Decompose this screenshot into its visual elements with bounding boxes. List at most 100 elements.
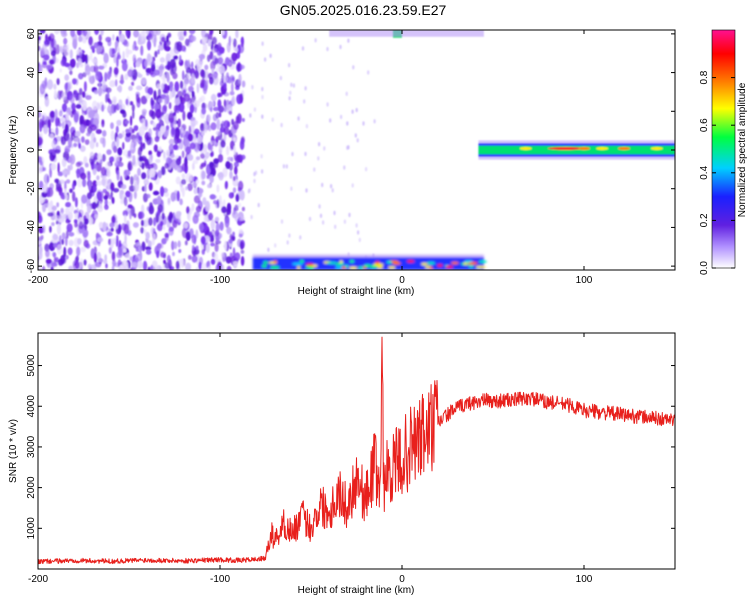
heatmap-cell bbox=[153, 69, 160, 76]
heatmap-cell bbox=[174, 98, 181, 106]
heatmap-cell bbox=[343, 219, 347, 224]
heatmap-cell bbox=[132, 155, 136, 166]
snr-y-label: SNR (10 * v/v) bbox=[8, 419, 19, 483]
heatmap-cell bbox=[282, 164, 286, 169]
heatmap-cell bbox=[141, 108, 147, 115]
heatmap-cell bbox=[386, 260, 393, 264]
heatmap-cell bbox=[98, 86, 103, 97]
heatmap-cell bbox=[426, 261, 436, 265]
heatmap-cell bbox=[279, 75, 283, 81]
heatmap-cell bbox=[250, 214, 253, 220]
heatmap-cell bbox=[344, 264, 349, 268]
heatmap-cell bbox=[192, 162, 195, 171]
y-tick-label: 2000 bbox=[26, 476, 37, 499]
heatmap-cell bbox=[290, 186, 293, 191]
heatmap-cell bbox=[216, 261, 223, 270]
heatmap-cell bbox=[51, 139, 56, 149]
heatmap-cell bbox=[215, 136, 219, 143]
x-tick-label: 0 bbox=[399, 574, 405, 585]
heatmap-cell bbox=[50, 163, 57, 171]
heatmap-cell bbox=[217, 172, 224, 178]
heatmap-cell bbox=[210, 242, 215, 247]
heatmap-cell bbox=[321, 182, 324, 188]
heatmap-cell bbox=[650, 146, 663, 150]
heatmap-cell bbox=[104, 204, 109, 210]
heatmap-cell bbox=[127, 162, 132, 171]
heatmap-cell bbox=[288, 96, 291, 101]
heatmap-cell bbox=[189, 142, 196, 150]
heatmap-cell bbox=[61, 238, 64, 245]
heatmap-cell bbox=[69, 58, 76, 68]
heatmap-cell bbox=[335, 265, 343, 269]
heatmap-cell bbox=[100, 30, 104, 36]
heatmap-cell bbox=[191, 203, 195, 212]
heatmap-cell bbox=[203, 144, 208, 153]
heatmap-cell bbox=[54, 149, 61, 154]
heatmap-cell bbox=[228, 110, 233, 115]
heatmap-cell bbox=[92, 168, 97, 174]
heatmap-cell bbox=[289, 90, 292, 96]
heatmap-cell bbox=[161, 83, 164, 91]
heatmap-cell bbox=[112, 237, 117, 245]
heatmap-cell bbox=[50, 266, 54, 270]
heatmap-cell bbox=[114, 222, 119, 230]
heatmap-cell bbox=[618, 146, 631, 150]
heatmap-cell bbox=[185, 38, 190, 47]
heatmap-cell bbox=[38, 240, 42, 246]
heatmap-cell bbox=[274, 243, 277, 248]
heatmap-cell bbox=[135, 61, 141, 68]
heatmap-cell bbox=[95, 142, 99, 148]
heatmap-cell bbox=[355, 107, 358, 113]
heatmap-cell bbox=[285, 164, 288, 169]
heatmap-cell bbox=[65, 218, 70, 224]
heatmap-cell bbox=[109, 47, 112, 57]
heatmap-cell bbox=[87, 179, 92, 191]
heatmap-region-high-band bbox=[329, 30, 484, 38]
heatmap-cell bbox=[241, 80, 246, 88]
heatmap-cell bbox=[41, 191, 48, 198]
heatmap-cell bbox=[210, 60, 216, 71]
heatmap-cell bbox=[64, 194, 69, 201]
heatmap-cell bbox=[172, 112, 177, 117]
heatmap-cell bbox=[148, 217, 153, 226]
heatmap-cell bbox=[253, 171, 256, 177]
y-tick-label: 20 bbox=[26, 105, 37, 117]
heatmap-cell bbox=[185, 262, 192, 270]
heatmap-cell bbox=[203, 37, 208, 43]
heatmap-cell bbox=[87, 171, 91, 182]
heatmap-cell bbox=[200, 95, 206, 102]
heatmap-cell bbox=[137, 147, 142, 157]
heatmap-cell bbox=[105, 36, 112, 43]
heatmap-cell bbox=[141, 77, 147, 86]
heatmap-cell bbox=[155, 108, 162, 119]
heatmap-cell bbox=[251, 85, 254, 90]
heatmap-cell bbox=[124, 120, 130, 125]
heatmap-cell bbox=[45, 258, 52, 264]
heatmap-cell bbox=[89, 51, 93, 61]
heatmap-cell bbox=[125, 30, 129, 37]
heatmap-cell bbox=[86, 197, 91, 209]
heatmap-cell bbox=[63, 46, 70, 57]
x-tick-label: 0 bbox=[399, 275, 405, 286]
heatmap-cell bbox=[145, 231, 150, 240]
heatmap-cell bbox=[339, 44, 342, 50]
heatmap-cell bbox=[73, 219, 78, 224]
x-tick-label: 100 bbox=[576, 275, 593, 286]
heatmap-cell bbox=[144, 159, 148, 166]
heatmap-cell bbox=[145, 93, 151, 99]
heatmap-cell bbox=[124, 233, 127, 244]
heatmap-cell bbox=[166, 72, 170, 83]
heatmap-cell bbox=[178, 155, 182, 162]
heatmap-cell bbox=[232, 187, 237, 194]
y-tick-label: 5000 bbox=[26, 354, 37, 377]
heatmap-cell bbox=[61, 103, 68, 113]
heatmap-cell bbox=[207, 114, 211, 123]
heatmap-cell bbox=[346, 121, 349, 126]
heatmap-cell bbox=[108, 194, 112, 200]
heatmap-cell bbox=[171, 126, 175, 136]
heatmap-cell bbox=[174, 81, 180, 92]
heatmap-cell bbox=[140, 45, 144, 56]
heatmap-cell bbox=[240, 216, 245, 221]
heatmap-cell bbox=[292, 262, 303, 266]
heatmap-cell bbox=[172, 72, 178, 80]
